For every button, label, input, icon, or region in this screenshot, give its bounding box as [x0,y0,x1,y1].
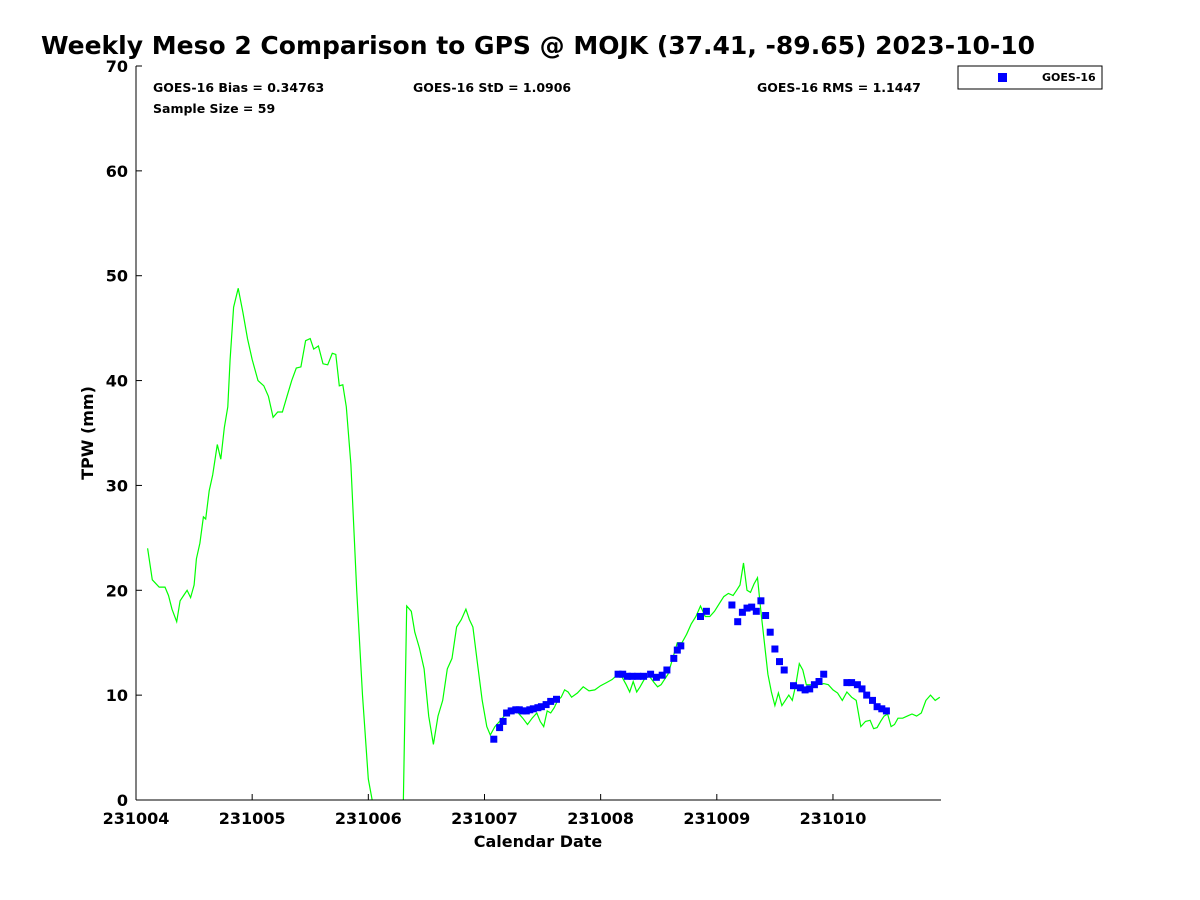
x-axis-label: Calendar Date [474,832,603,851]
plot-area [135,66,941,801]
goes16-point [869,696,876,704]
legend-label-goes16: GOES-16 [1042,71,1096,84]
y-tick-label: 40 [106,372,128,391]
goes16-point [882,707,890,715]
goes16-point [848,679,856,687]
goes16-point [728,601,736,609]
goes16-point [503,709,511,717]
y-tick-label: 30 [106,476,128,495]
goes16-point [537,703,545,711]
goes16-point [553,695,560,703]
goes16-point [623,672,631,680]
y-tick-label: 0 [117,791,128,810]
goes16-point [873,703,881,711]
sample-size-stat: Sample Size = 59 [153,101,275,116]
goes16-point [702,607,710,615]
goes16-point [507,707,515,715]
y-axis-label: TPW (mm) [78,386,97,480]
y-tick-label: 50 [106,267,128,286]
goes16-point [748,603,756,611]
goes16-point [496,724,504,732]
goes16-point [743,604,751,612]
x-axis-ticks: 231004 231005 231006 231007 231008 231009 2310… [103,794,867,828]
goes16-point [542,701,550,709]
goes16-point [619,670,627,678]
rms-stat: GOES-16 RMS = 1.1447 [757,80,921,95]
goes16-point [810,681,818,689]
legend-marker-goes16 [998,73,1007,82]
goes16-point [499,717,507,725]
std-stat: GOES-16 StD = 1.0906 [413,80,571,95]
goes16-point [776,658,783,666]
goes16-point [878,705,886,713]
goes16-point [490,735,498,743]
goes16-point [738,608,746,616]
gps-tpw-line [147,288,373,800]
goes16-point [634,672,642,680]
x-tick-label: 231004 [103,809,170,828]
goes16-point [647,670,655,678]
goes16-point [670,654,678,662]
goes16-point [652,673,660,681]
x-tick-label: 231010 [800,809,867,828]
goes16-point [820,670,828,678]
x-tick-label: 231009 [683,809,750,828]
goes16-point [790,682,797,690]
goes16-point [806,685,814,693]
chart-title: Weekly Meso 2 Comparison to GPS @ MOJK (… [41,31,1035,60]
goes16-point [614,670,622,678]
goes16-point [766,628,774,636]
y-axis-ticks: 0 10 20 30 40 50 60 70 [106,57,142,810]
y-tick-label: 20 [106,581,128,600]
goes16-point [673,646,681,654]
series-layer [147,288,941,800]
x-tick-label: 231008 [567,809,634,828]
x-tick-label: 231006 [335,809,402,828]
goes16-point [529,705,537,713]
goes16-point [796,684,804,692]
goes16-point [752,607,760,615]
y-tick-label: 70 [106,57,128,76]
goes16-point [547,697,555,705]
goes16-point [762,612,770,619]
x-tick-label: 231005 [219,809,286,828]
goes16-point [640,672,648,680]
legend: GOES-16 [957,65,1103,90]
goes16-point [843,679,851,687]
goes16-point [658,671,666,679]
legend-box [957,65,1103,90]
goes16-point [858,685,866,693]
goes16-point [677,642,685,650]
goes16-point [757,597,765,605]
goes16-point [780,666,788,674]
goes16-point [628,672,636,680]
goes16-point [863,691,871,699]
bias-stat: GOES-16 Bias = 0.34763 [153,80,324,95]
goes16-point [815,678,823,685]
goes16-point [697,613,704,620]
y-tick-label: 10 [106,686,128,705]
goes16-point [801,686,809,694]
goes16-point [663,666,671,674]
goes16-point [771,645,779,653]
y-tick-label: 60 [106,162,128,181]
x-tick-label: 231007 [451,809,518,828]
goes16-point [734,618,742,626]
goes16-point [853,681,861,689]
